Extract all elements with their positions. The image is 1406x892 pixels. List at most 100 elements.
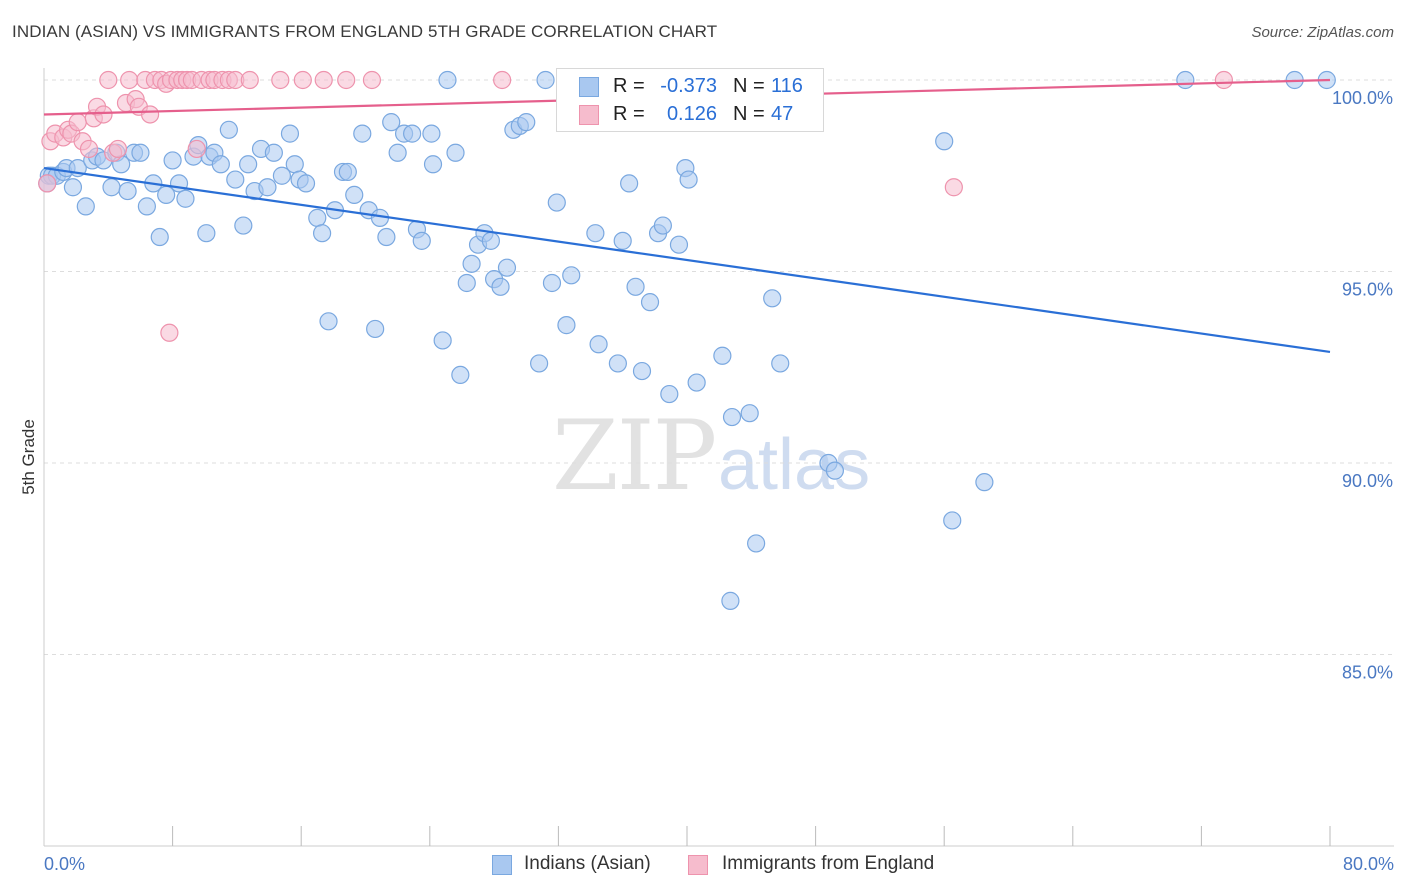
data-point xyxy=(740,404,759,423)
data-point xyxy=(481,231,500,250)
data-point xyxy=(491,277,510,296)
data-point xyxy=(131,143,150,162)
data-point xyxy=(713,346,732,365)
data-point xyxy=(608,354,627,373)
data-point xyxy=(433,331,452,350)
data-point xyxy=(118,181,137,201)
data-point xyxy=(530,354,549,373)
data-point xyxy=(423,155,443,174)
data-point xyxy=(240,70,259,90)
data-point xyxy=(160,323,179,342)
data-point xyxy=(219,120,238,139)
data-point xyxy=(388,143,407,162)
y-tick-label: 85.0% xyxy=(1342,663,1393,683)
legend-row-indians: R = -0.373 N = 116 xyxy=(557,73,823,101)
data-point xyxy=(679,170,698,189)
data-point xyxy=(68,113,87,132)
data-point xyxy=(108,139,128,159)
data-point xyxy=(163,151,182,170)
data-point xyxy=(150,227,169,247)
legend-label-indians: Indians (Asian) xyxy=(524,853,651,874)
legend-swatch-pink xyxy=(579,105,599,125)
data-point xyxy=(63,178,83,197)
data-point xyxy=(314,70,333,90)
data-point xyxy=(120,70,139,90)
data-point xyxy=(669,235,689,254)
data-point xyxy=(620,174,639,193)
data-point xyxy=(562,266,581,285)
data-point xyxy=(825,461,844,480)
data-point xyxy=(763,289,782,308)
y-tick-labels: 85.0% 90.0% 95.0% 100.0% xyxy=(1332,88,1393,683)
data-point xyxy=(542,273,562,293)
data-point xyxy=(258,178,277,197)
data-point xyxy=(438,70,457,90)
data-point xyxy=(632,361,652,381)
data-point xyxy=(722,407,742,427)
data-point xyxy=(589,335,608,354)
data-point xyxy=(660,384,679,404)
y-tick-label: 100.0% xyxy=(1332,88,1393,108)
data-point xyxy=(176,189,195,208)
data-point xyxy=(308,208,327,227)
x-tick-label-min: 0.0% xyxy=(44,854,85,874)
legend-swatch-blue xyxy=(579,77,599,97)
data-point xyxy=(457,273,476,293)
data-point xyxy=(943,511,962,530)
series-indians-points xyxy=(38,70,1336,610)
stats-legend: R = -0.373 N = 116 R = 0.126 N = 47 xyxy=(556,68,824,132)
legend-swatch-blue xyxy=(492,855,512,875)
y-tick-label: 95.0% xyxy=(1342,280,1393,300)
data-point xyxy=(345,185,364,204)
legend-r-value: 0.126 xyxy=(666,103,717,125)
data-point xyxy=(296,174,316,193)
data-point xyxy=(1214,70,1234,90)
data-point xyxy=(626,277,645,296)
x-tick-label-max: 80.0% xyxy=(1343,854,1394,874)
data-point xyxy=(76,197,95,216)
data-point xyxy=(497,258,517,277)
watermark-zip: ZIP xyxy=(552,400,717,512)
data-point xyxy=(517,113,536,132)
data-point xyxy=(94,105,113,124)
data-point xyxy=(319,312,338,331)
data-point xyxy=(293,70,312,90)
data-point xyxy=(234,216,253,235)
data-point xyxy=(493,70,512,90)
data-point xyxy=(462,254,481,273)
data-point xyxy=(422,124,441,143)
data-point xyxy=(79,139,99,159)
source-label: Source: ZipAtlas.com xyxy=(1251,24,1394,41)
data-point xyxy=(337,70,356,90)
legend-r-value: -0.373 xyxy=(660,75,717,97)
data-point xyxy=(747,534,766,553)
data-point xyxy=(547,193,566,212)
data-point xyxy=(338,162,357,182)
data-point xyxy=(687,373,706,392)
series-england-points xyxy=(38,70,1234,342)
axes xyxy=(43,68,1394,847)
data-point xyxy=(721,591,740,610)
data-point xyxy=(975,473,994,492)
legend-n-label: N = xyxy=(733,75,765,97)
trend-line-indians xyxy=(43,167,1331,354)
data-point xyxy=(226,170,245,189)
legend-r-label: R = xyxy=(613,103,645,125)
data-point xyxy=(285,155,304,174)
data-point xyxy=(771,354,790,373)
data-point xyxy=(140,105,160,124)
legend-label-england: Immigrants from England xyxy=(722,853,935,874)
watermark-atlas: atlas xyxy=(718,425,871,505)
data-point xyxy=(239,155,258,174)
data-point xyxy=(187,139,206,159)
data-point xyxy=(446,143,465,162)
data-point xyxy=(944,178,963,197)
series-legend: Indians (Asian) Immigrants from England xyxy=(0,852,1406,878)
data-point xyxy=(613,231,632,250)
x-ticks xyxy=(172,826,1331,846)
data-point xyxy=(312,224,332,243)
data-point xyxy=(586,224,605,243)
legend-n-label: N = xyxy=(733,103,765,125)
data-point xyxy=(362,70,382,90)
